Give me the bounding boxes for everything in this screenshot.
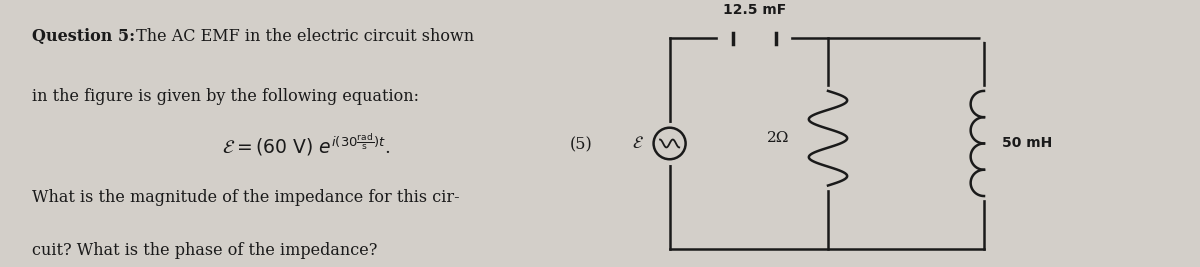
Text: What is the magnitude of the impedance for this cir-: What is the magnitude of the impedance f… xyxy=(32,190,460,206)
Text: $\mathcal{E} = (60\ \mathrm{V})\ e^{i(30\frac{\mathrm{rad}}{\mathrm{s}})t}$.: $\mathcal{E} = (60\ \mathrm{V})\ e^{i(30… xyxy=(222,131,390,158)
Text: 12.5 mF: 12.5 mF xyxy=(724,3,786,17)
Text: Question 5:: Question 5: xyxy=(32,28,136,45)
Ellipse shape xyxy=(654,128,685,159)
Text: cuit? What is the phase of the impedance?: cuit? What is the phase of the impedance… xyxy=(32,242,378,259)
Text: (5): (5) xyxy=(570,136,593,153)
Text: in the figure is given by the following equation:: in the figure is given by the following … xyxy=(32,88,420,105)
Text: The AC EMF in the electric circuit shown: The AC EMF in the electric circuit shown xyxy=(131,28,474,45)
Text: $\mathcal{E}$: $\mathcal{E}$ xyxy=(632,135,644,152)
Text: 2Ω: 2Ω xyxy=(767,131,790,145)
Text: 50 mH: 50 mH xyxy=(1002,136,1052,151)
